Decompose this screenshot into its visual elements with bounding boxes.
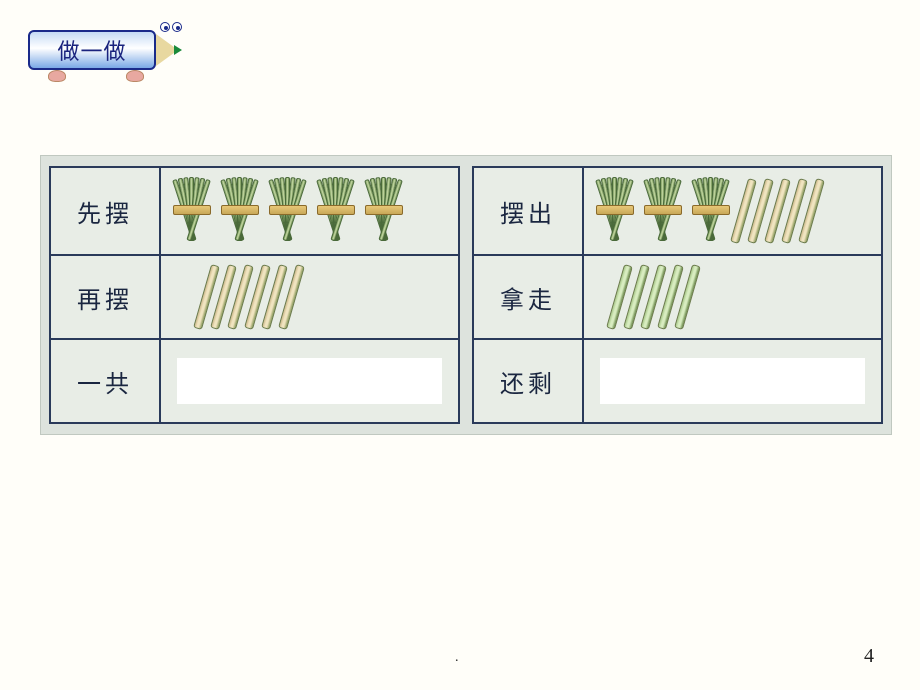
page-dot: . — [455, 650, 459, 666]
pencil-eye-right — [172, 22, 182, 32]
right-answer-box — [600, 358, 866, 404]
badge-label: 做一做 — [57, 34, 126, 66]
left-row-1-label: 先摆 — [51, 168, 161, 254]
left-row-3-content — [161, 340, 458, 422]
badge-pencil: 做一做 — [28, 30, 188, 80]
stick-bundle — [642, 177, 684, 245]
pencil-foot-right — [126, 70, 144, 82]
stick-bundle — [267, 177, 309, 245]
right-row-2-label: 拿走 — [474, 256, 584, 338]
stick-bundle — [594, 177, 636, 245]
right-row-1-label: 摆出 — [474, 168, 584, 254]
pencil-body: 做一做 — [28, 30, 156, 70]
worksheet: 先摆 再摆 一共 摆出 拿走 还剩 — [40, 155, 892, 435]
right-row-1-content — [584, 168, 881, 254]
left-row-2-label: 再摆 — [51, 256, 161, 338]
right-row-2-content — [584, 256, 881, 338]
left-answer-box — [177, 358, 443, 404]
left-row-1-content — [161, 168, 458, 254]
left-panel: 先摆 再摆 一共 — [49, 166, 460, 424]
right-row-3-label: 还剩 — [474, 340, 584, 422]
stick-bundle — [171, 177, 213, 245]
stick-bundle — [690, 177, 732, 245]
left-row-3-label: 一共 — [51, 340, 161, 422]
right-row-2: 拿走 — [474, 256, 881, 340]
right-row-3-content — [584, 340, 881, 422]
right-row-1: 摆出 — [474, 168, 881, 256]
right-row-3: 还剩 — [474, 340, 881, 422]
left-row-1: 先摆 — [51, 168, 458, 256]
left-row-2-content — [161, 256, 458, 338]
page-number: 4 — [864, 645, 874, 668]
stick-bundle — [219, 177, 261, 245]
left-row-3: 一共 — [51, 340, 458, 422]
pencil-eye-left — [160, 22, 170, 32]
pencil-tip — [156, 34, 178, 66]
pencil-foot-left — [48, 70, 66, 82]
right-panel: 摆出 拿走 还剩 — [472, 166, 883, 424]
stick-bundle — [363, 177, 405, 245]
stick-bundle — [315, 177, 357, 245]
left-row-2: 再摆 — [51, 256, 458, 340]
